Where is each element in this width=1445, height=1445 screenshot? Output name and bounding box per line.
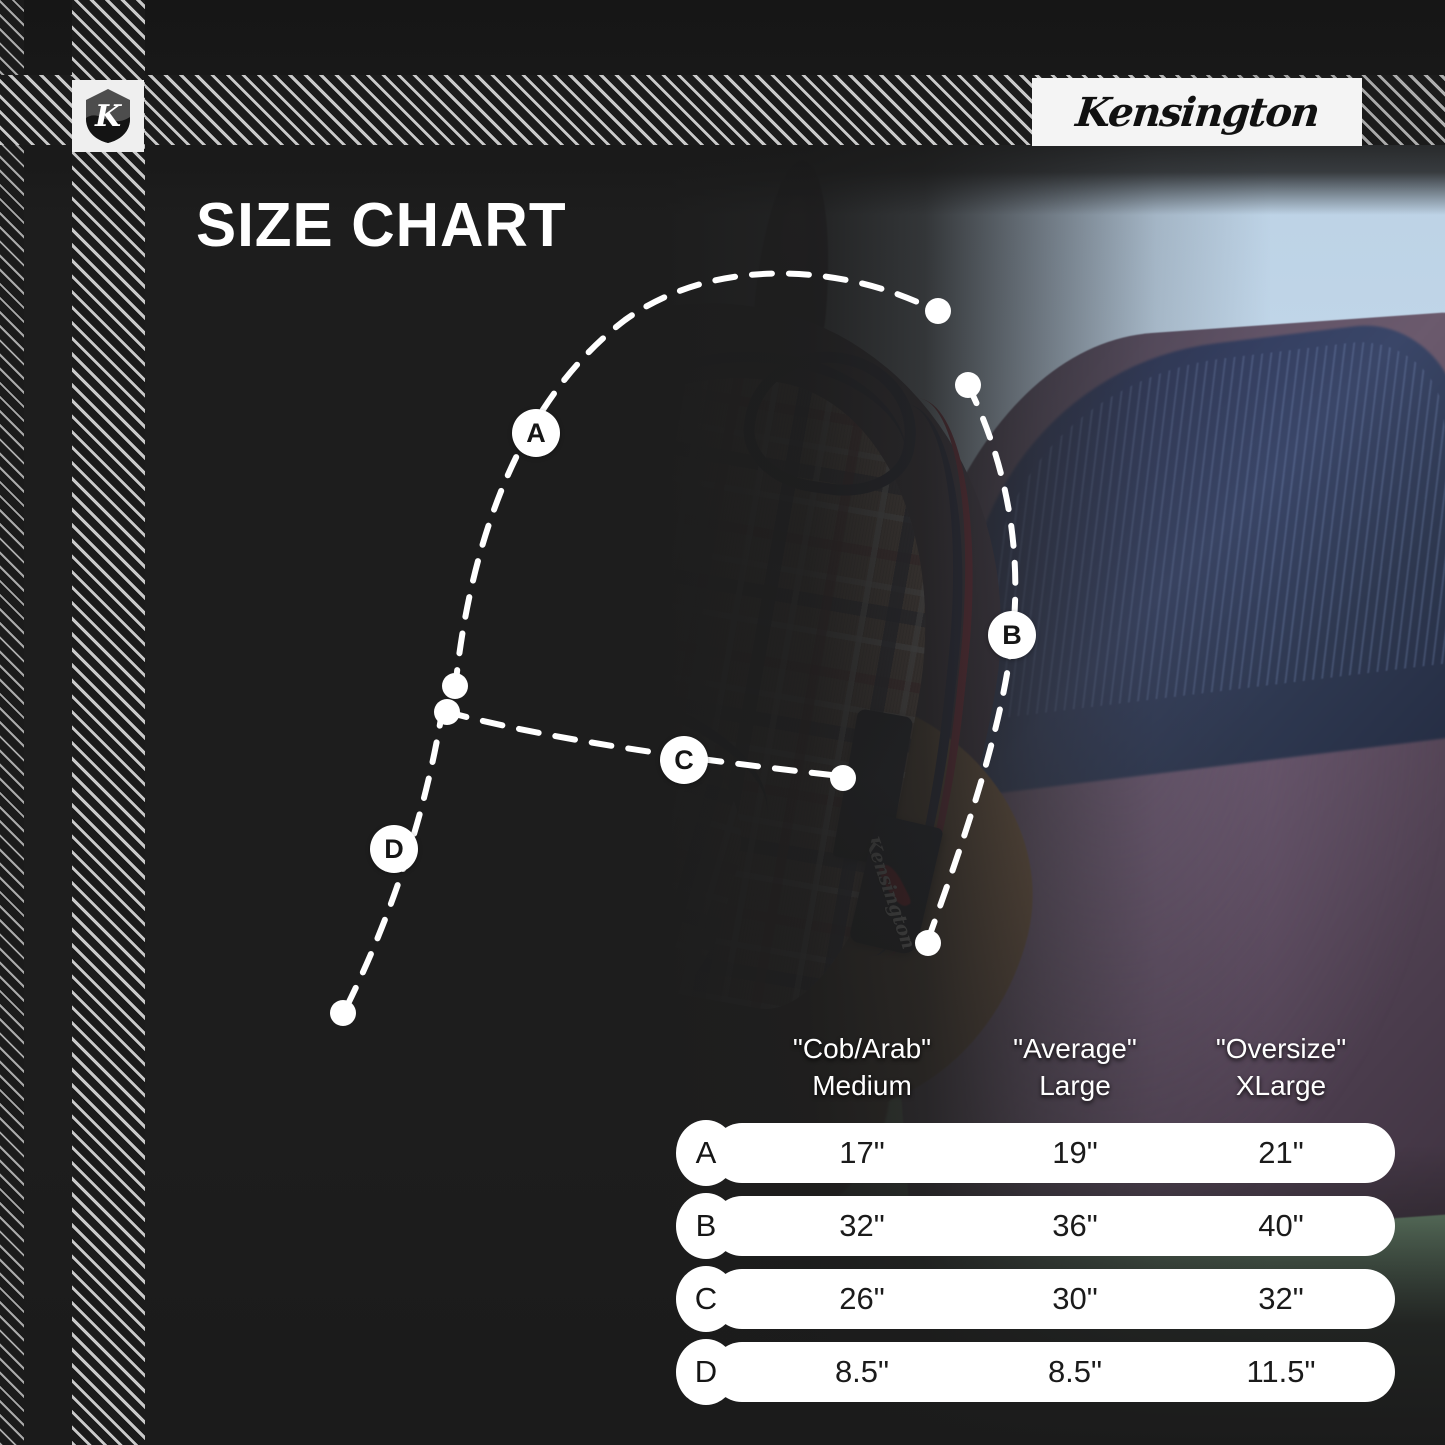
cell-b-xlarge: 40" [1258,1208,1304,1243]
marker-c: C [660,736,708,784]
size-table-header: "Cob/Arab" Medium "Average" Large "Overs… [0,1030,1445,1106]
row-pill-b [712,1196,1395,1256]
cell-d-large: 8.5" [1047,1354,1103,1389]
svg-text:K: K [94,99,123,134]
row-pill-d [712,1342,1395,1402]
cell-c-xlarge: 32" [1258,1281,1304,1316]
row-label-b: B [676,1193,736,1259]
marker-d: D [370,825,418,873]
cell-b-medium: 32" [839,1208,885,1243]
kensington-shield-k-icon: K [86,89,130,143]
column-header-xlarge: "Oversize" XLarge [1181,1030,1381,1104]
table-row: C 26" 30" 32" [0,1264,1445,1337]
size-table-rows: A 17" 19" 21" B 32" 36" 40" C 26" 30" 32… [0,1118,1445,1410]
cell-d-xlarge: 11.5" [1246,1354,1316,1389]
table-row: A 17" 19" 21" [0,1118,1445,1191]
page-title: SIZE CHART [196,191,567,260]
row-pill-c [712,1269,1395,1329]
cell-a-xlarge: 21" [1258,1135,1304,1170]
frame-stripe-vertical [72,0,145,1445]
table-row: D 8.5" 8.5" 11.5" [0,1337,1445,1410]
row-label-a: A [676,1120,736,1186]
cell-d-medium: 8.5" [834,1354,890,1389]
brand-wordmark-band: Kensington [1032,78,1362,146]
column-header-xlarge-size: XLarge [1235,1070,1327,1101]
column-header-medium: "Cob/Arab" Medium [750,1030,974,1104]
cell-a-medium: 17" [839,1135,885,1170]
cell-c-medium: 26" [839,1281,885,1316]
row-label-d: D [676,1339,736,1405]
brand-wordmark: Kensington [1073,88,1321,136]
brand-shield-badge: K [72,80,144,152]
column-header-medium-quoted: "Cob/Arab" [792,1033,932,1064]
column-header-large: "Average" Large [977,1030,1173,1104]
marker-b: B [988,611,1036,659]
row-label-c: C [676,1266,736,1332]
marker-a: A [512,409,560,457]
frame-stripe-left-thin [0,0,24,1445]
cell-c-large: 30" [1052,1281,1098,1316]
cell-a-large: 19" [1052,1135,1098,1170]
column-header-large-quoted: "Average" [1013,1033,1137,1064]
column-header-large-size: Large [1039,1070,1111,1101]
column-header-xlarge-quoted: "Oversize" [1215,1033,1347,1064]
row-pill-a [712,1123,1395,1183]
table-row: B 32" 36" 40" [0,1191,1445,1264]
cell-b-large: 36" [1052,1208,1098,1243]
column-header-medium-size: Medium [812,1070,912,1101]
